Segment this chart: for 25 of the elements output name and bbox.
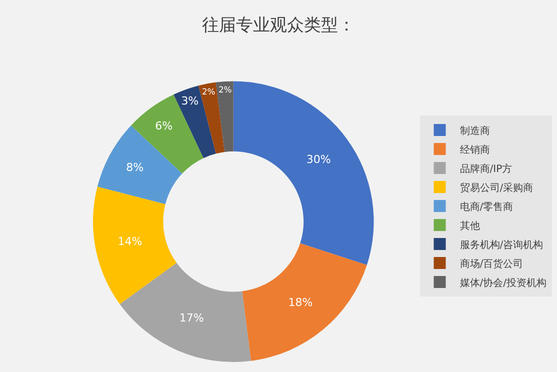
data-label: 30%: [306, 153, 331, 166]
data-label: 3%: [181, 94, 199, 108]
legend-label: 贸易公司/采购商: [460, 182, 534, 194]
data-label: 18%: [288, 296, 313, 310]
data-label: 2%: [202, 86, 216, 97]
legend-label: 经销商: [460, 144, 490, 156]
data-label: 14%: [118, 234, 142, 248]
donut-slice: [92, 186, 177, 304]
data-label: 2%: [218, 84, 232, 94]
legend-label: 制造商: [460, 124, 490, 137]
legend-label: 媒体/协会/投资机构: [460, 276, 546, 289]
legend-label: 电商/零售商: [460, 200, 514, 213]
donut-slice: [216, 81, 234, 152]
donut-slice: [120, 262, 251, 362]
donut-slice: [242, 243, 367, 361]
donut-slice: [174, 86, 216, 158]
data-label: 17%: [179, 312, 204, 325]
donut-slice: [233, 81, 374, 265]
legend-label: 商场/百货公司: [460, 258, 524, 270]
legend-label: 服务机构/咨询机构: [460, 238, 544, 251]
data-label: 6%: [155, 119, 173, 132]
chart-title: 往届专业观众类型：: [202, 16, 355, 36]
legend-label: 其他: [460, 220, 480, 232]
data-label: 8%: [126, 160, 144, 174]
legend-label: 品牌商/IP方: [460, 162, 512, 175]
